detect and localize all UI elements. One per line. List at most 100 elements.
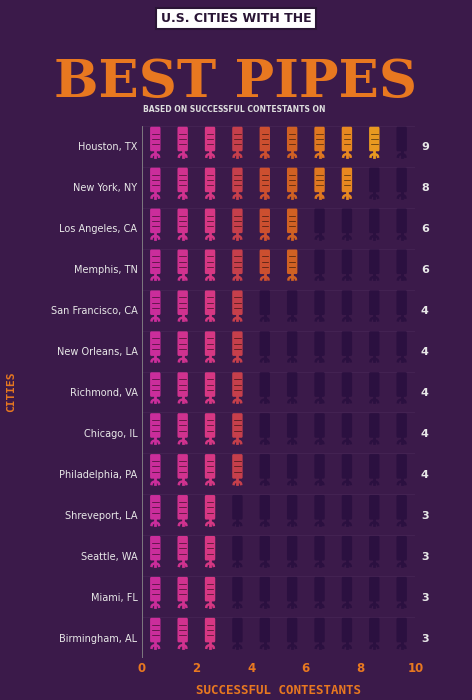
FancyBboxPatch shape <box>205 127 215 151</box>
FancyBboxPatch shape <box>177 331 188 356</box>
FancyBboxPatch shape <box>260 209 270 233</box>
Text: BEST PIPES: BEST PIPES <box>54 57 418 108</box>
FancyBboxPatch shape <box>342 290 352 315</box>
FancyBboxPatch shape <box>314 536 325 561</box>
FancyBboxPatch shape <box>260 290 270 315</box>
FancyBboxPatch shape <box>260 168 270 193</box>
FancyBboxPatch shape <box>150 454 160 479</box>
FancyBboxPatch shape <box>314 331 325 356</box>
FancyBboxPatch shape <box>150 413 160 438</box>
FancyBboxPatch shape <box>396 168 407 193</box>
FancyBboxPatch shape <box>314 372 325 397</box>
FancyBboxPatch shape <box>396 577 407 601</box>
FancyBboxPatch shape <box>232 495 243 519</box>
FancyBboxPatch shape <box>150 168 160 193</box>
FancyBboxPatch shape <box>150 290 160 315</box>
FancyBboxPatch shape <box>342 577 352 601</box>
FancyBboxPatch shape <box>205 413 215 438</box>
FancyBboxPatch shape <box>150 209 160 233</box>
FancyBboxPatch shape <box>205 577 215 601</box>
FancyBboxPatch shape <box>260 454 270 479</box>
FancyBboxPatch shape <box>177 536 188 561</box>
FancyBboxPatch shape <box>314 454 325 479</box>
FancyBboxPatch shape <box>287 209 297 233</box>
FancyBboxPatch shape <box>232 454 243 479</box>
FancyBboxPatch shape <box>150 577 160 601</box>
FancyBboxPatch shape <box>396 249 407 274</box>
FancyBboxPatch shape <box>342 413 352 438</box>
X-axis label: SUCCESSFUL CONTESTANTS: SUCCESSFUL CONTESTANTS <box>196 683 361 696</box>
FancyBboxPatch shape <box>260 495 270 519</box>
FancyBboxPatch shape <box>342 249 352 274</box>
FancyBboxPatch shape <box>205 290 215 315</box>
FancyBboxPatch shape <box>396 209 407 233</box>
FancyBboxPatch shape <box>177 249 188 274</box>
FancyBboxPatch shape <box>177 618 188 643</box>
FancyBboxPatch shape <box>342 168 352 193</box>
FancyBboxPatch shape <box>232 372 243 397</box>
FancyBboxPatch shape <box>369 331 379 356</box>
FancyBboxPatch shape <box>177 290 188 315</box>
FancyBboxPatch shape <box>369 290 379 315</box>
FancyBboxPatch shape <box>396 413 407 438</box>
FancyBboxPatch shape <box>232 168 243 193</box>
Text: U.S. CITIES WITH THE: U.S. CITIES WITH THE <box>160 12 312 25</box>
Y-axis label: CITIES: CITIES <box>6 372 16 412</box>
FancyBboxPatch shape <box>396 372 407 397</box>
FancyBboxPatch shape <box>260 618 270 643</box>
FancyBboxPatch shape <box>287 454 297 479</box>
FancyBboxPatch shape <box>369 127 379 151</box>
FancyBboxPatch shape <box>396 495 407 519</box>
FancyBboxPatch shape <box>232 536 243 561</box>
FancyBboxPatch shape <box>177 413 188 438</box>
Text: BASED ON SUCCESSFUL CONTESTANTS ON: BASED ON SUCCESSFUL CONTESTANTS ON <box>143 105 329 114</box>
FancyBboxPatch shape <box>396 618 407 643</box>
FancyBboxPatch shape <box>177 209 188 233</box>
FancyBboxPatch shape <box>287 372 297 397</box>
FancyBboxPatch shape <box>205 536 215 561</box>
FancyBboxPatch shape <box>287 168 297 193</box>
FancyBboxPatch shape <box>369 454 379 479</box>
FancyBboxPatch shape <box>150 536 160 561</box>
FancyBboxPatch shape <box>205 168 215 193</box>
FancyBboxPatch shape <box>205 618 215 643</box>
FancyBboxPatch shape <box>232 290 243 315</box>
FancyBboxPatch shape <box>232 209 243 233</box>
FancyBboxPatch shape <box>260 331 270 356</box>
FancyBboxPatch shape <box>314 577 325 601</box>
FancyBboxPatch shape <box>260 249 270 274</box>
FancyBboxPatch shape <box>232 127 243 151</box>
FancyBboxPatch shape <box>287 618 297 643</box>
FancyBboxPatch shape <box>177 127 188 151</box>
FancyBboxPatch shape <box>177 454 188 479</box>
FancyBboxPatch shape <box>287 290 297 315</box>
FancyBboxPatch shape <box>205 209 215 233</box>
FancyBboxPatch shape <box>232 413 243 438</box>
FancyBboxPatch shape <box>342 454 352 479</box>
FancyBboxPatch shape <box>314 495 325 519</box>
FancyBboxPatch shape <box>314 127 325 151</box>
FancyBboxPatch shape <box>205 372 215 397</box>
FancyBboxPatch shape <box>232 577 243 601</box>
FancyBboxPatch shape <box>150 331 160 356</box>
FancyBboxPatch shape <box>260 536 270 561</box>
FancyBboxPatch shape <box>314 413 325 438</box>
FancyBboxPatch shape <box>396 536 407 561</box>
FancyBboxPatch shape <box>287 536 297 561</box>
FancyBboxPatch shape <box>287 577 297 601</box>
FancyBboxPatch shape <box>150 249 160 274</box>
FancyBboxPatch shape <box>369 168 379 193</box>
FancyBboxPatch shape <box>369 577 379 601</box>
FancyBboxPatch shape <box>396 127 407 151</box>
FancyBboxPatch shape <box>314 618 325 643</box>
FancyBboxPatch shape <box>177 372 188 397</box>
FancyBboxPatch shape <box>260 577 270 601</box>
FancyBboxPatch shape <box>314 209 325 233</box>
FancyBboxPatch shape <box>177 168 188 193</box>
FancyBboxPatch shape <box>232 249 243 274</box>
FancyBboxPatch shape <box>150 127 160 151</box>
FancyBboxPatch shape <box>314 168 325 193</box>
FancyBboxPatch shape <box>287 127 297 151</box>
FancyBboxPatch shape <box>177 495 188 519</box>
FancyBboxPatch shape <box>396 331 407 356</box>
